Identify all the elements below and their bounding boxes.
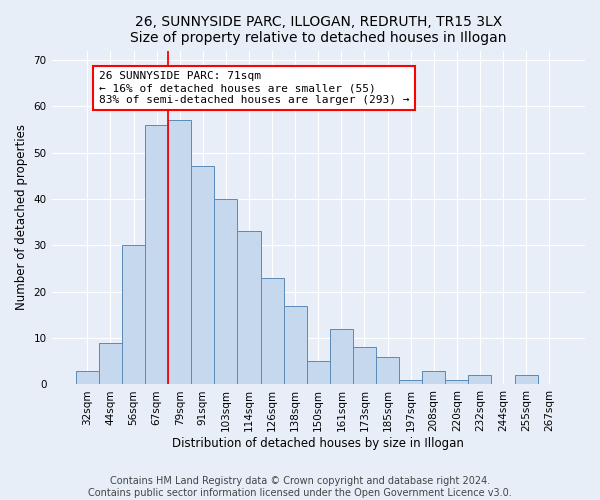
Bar bbox=[469, 375, 491, 384]
Bar bbox=[330, 329, 353, 384]
Bar bbox=[191, 166, 214, 384]
Bar bbox=[515, 375, 538, 384]
Bar bbox=[145, 124, 168, 384]
Bar bbox=[238, 232, 260, 384]
Bar bbox=[122, 246, 145, 384]
Bar bbox=[99, 342, 122, 384]
Bar bbox=[307, 362, 330, 384]
Bar bbox=[353, 348, 376, 385]
Bar bbox=[168, 120, 191, 384]
Text: 26 SUNNYSIDE PARC: 71sqm
← 16% of detached houses are smaller (55)
83% of semi-d: 26 SUNNYSIDE PARC: 71sqm ← 16% of detach… bbox=[99, 72, 409, 104]
X-axis label: Distribution of detached houses by size in Illogan: Distribution of detached houses by size … bbox=[172, 437, 464, 450]
Title: 26, SUNNYSIDE PARC, ILLOGAN, REDRUTH, TR15 3LX
Size of property relative to deta: 26, SUNNYSIDE PARC, ILLOGAN, REDRUTH, TR… bbox=[130, 15, 506, 45]
Bar bbox=[399, 380, 422, 384]
Bar bbox=[376, 356, 399, 384]
Bar bbox=[214, 199, 238, 384]
Bar bbox=[284, 306, 307, 384]
Text: Contains HM Land Registry data © Crown copyright and database right 2024.
Contai: Contains HM Land Registry data © Crown c… bbox=[88, 476, 512, 498]
Bar bbox=[76, 370, 99, 384]
Bar bbox=[445, 380, 469, 384]
Y-axis label: Number of detached properties: Number of detached properties bbox=[15, 124, 28, 310]
Bar bbox=[422, 370, 445, 384]
Bar bbox=[260, 278, 284, 384]
